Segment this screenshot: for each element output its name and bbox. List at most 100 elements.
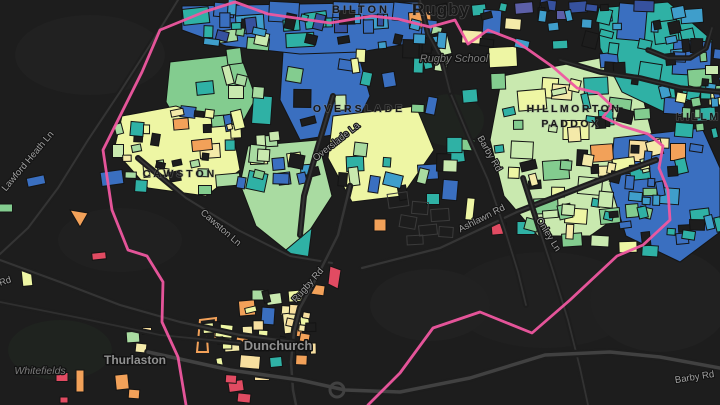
choropleth-parcel[interactable] — [134, 342, 148, 354]
choropleth-parcel[interactable] — [224, 374, 238, 384]
choropleth-parcel[interactable] — [127, 388, 141, 400]
choropleth-parcel[interactable] — [334, 94, 347, 111]
choropleth-parcel[interactable] — [624, 203, 640, 219]
choropleth-parcel[interactable] — [618, 220, 633, 230]
choropleth-parcel[interactable] — [667, 19, 683, 36]
choropleth-parcel[interactable] — [627, 190, 644, 203]
choropleth-parcel[interactable] — [667, 165, 679, 178]
choropleth-parcel[interactable] — [154, 160, 167, 171]
choropleth-parcel[interactable] — [252, 168, 266, 181]
choropleth-parcel[interactable] — [373, 218, 387, 232]
choropleth-parcel[interactable] — [197, 168, 210, 178]
choropleth-parcel[interactable] — [124, 171, 137, 179]
choropleth-parcel[interactable] — [296, 171, 308, 185]
choropleth-parcel[interactable] — [352, 141, 369, 158]
choropleth-parcel[interactable] — [224, 139, 236, 151]
choropleth-parcel[interactable] — [550, 86, 568, 97]
choropleth-parcel[interactable] — [412, 57, 424, 74]
choropleth-parcel[interactable] — [713, 216, 720, 233]
choropleth-parcel[interactable] — [244, 305, 258, 315]
road-line[interactable] — [419, 0, 451, 93]
choropleth-parcel[interactable] — [195, 80, 215, 96]
road-line[interactable] — [360, 158, 658, 270]
choropleth-parcel[interactable] — [547, 124, 559, 133]
choropleth-parcel[interactable] — [305, 322, 317, 333]
choropleth-parcel[interactable] — [122, 154, 132, 162]
choropleth-parcel[interactable] — [670, 4, 687, 21]
choropleth-parcel[interactable] — [114, 373, 130, 391]
choropleth-parcel[interactable] — [597, 190, 615, 209]
choropleth-parcel[interactable] — [551, 39, 569, 50]
choropleth-parcel[interactable] — [91, 251, 107, 261]
choropleth-parcel[interactable] — [190, 137, 214, 153]
choropleth-parcel[interactable] — [260, 306, 276, 326]
choropleth-parcel[interactable] — [566, 126, 582, 143]
choropleth-parcel[interactable] — [580, 92, 592, 111]
choropleth-parcel[interactable] — [256, 148, 271, 163]
choropleth-parcel[interactable] — [112, 144, 124, 158]
choropleth-parcel[interactable] — [652, 19, 662, 31]
road-line[interactable] — [647, 27, 713, 59]
choropleth-parcel[interactable] — [498, 2, 509, 13]
choropleth-parcel[interactable] — [203, 25, 214, 39]
choropleth-parcel[interactable] — [268, 355, 284, 369]
road-line[interactable] — [299, 95, 334, 236]
road-line[interactable] — [289, 184, 352, 405]
choropleth-parcel[interactable] — [507, 166, 520, 179]
choropleth-parcel[interactable] — [510, 140, 534, 160]
choropleth-parcel[interactable] — [234, 73, 248, 87]
choropleth-parcel[interactable] — [441, 178, 459, 202]
choropleth-parcel[interactable] — [673, 121, 695, 139]
choropleth-parcel[interactable] — [641, 244, 659, 258]
road-line[interactable] — [0, 0, 179, 255]
choropleth-parcel[interactable] — [705, 65, 719, 75]
choropleth-parcel[interactable] — [228, 85, 244, 99]
choropleth-parcel[interactable] — [133, 135, 144, 143]
choropleth-parcel[interactable] — [703, 213, 716, 231]
choropleth-parcel[interactable] — [75, 369, 85, 393]
choropleth-parcel[interactable] — [519, 158, 538, 173]
choropleth-parcel[interactable] — [681, 106, 692, 119]
choropleth-parcel[interactable] — [681, 229, 697, 241]
choropleth-parcel[interactable] — [636, 205, 649, 220]
choropleth-parcel[interactable] — [299, 115, 317, 127]
choropleth-parcel[interactable] — [272, 172, 290, 185]
choropleth-polygon[interactable] — [69, 209, 89, 228]
choropleth-parcel[interactable] — [251, 85, 265, 100]
choropleth-parcel[interactable] — [565, 223, 575, 240]
choropleth-parcel[interactable] — [412, 33, 427, 45]
choropleth-parcel[interactable] — [130, 143, 143, 154]
choropleth-parcel[interactable] — [694, 108, 701, 119]
choropleth-parcel[interactable] — [612, 22, 622, 31]
choropleth-parcel[interactable] — [301, 311, 312, 320]
choropleth-parcel[interactable] — [285, 65, 304, 84]
choropleth-parcel[interactable] — [598, 28, 615, 40]
choropleth-parcel[interactable] — [55, 372, 69, 382]
choropleth-parcel[interactable] — [142, 124, 151, 135]
choropleth-parcel[interactable] — [664, 34, 678, 45]
choropleth-parcel[interactable] — [654, 180, 666, 197]
choropleth-parcel[interactable] — [350, 57, 361, 74]
choropleth-parcel[interactable] — [252, 320, 264, 331]
choropleth-parcel[interactable] — [298, 324, 306, 333]
choropleth-parcel[interactable] — [426, 193, 440, 205]
choropleth-parcel[interactable] — [359, 70, 374, 87]
choropleth-parcel[interactable] — [25, 174, 47, 188]
choropleth-parcel[interactable] — [710, 127, 720, 140]
choropleth-parcel[interactable] — [271, 156, 286, 171]
choropleth-parcel[interactable] — [221, 64, 235, 86]
choropleth-parcel[interactable] — [268, 130, 281, 142]
choropleth-parcel[interactable] — [202, 37, 221, 47]
choropleth-parcel[interactable] — [541, 209, 559, 220]
choropleth-parcel[interactable] — [501, 105, 517, 118]
choropleth-parcel[interactable] — [516, 88, 548, 112]
choropleth-parcel[interactable] — [641, 196, 651, 206]
choropleth-parcel[interactable] — [464, 197, 476, 221]
choropleth-parcel[interactable] — [230, 21, 242, 31]
choropleth-parcel[interactable] — [504, 17, 522, 31]
choropleth-parcel[interactable] — [461, 88, 479, 104]
choropleth-parcel[interactable] — [287, 152, 306, 170]
choropleth-parcel[interactable] — [674, 91, 688, 104]
choropleth-parcel[interactable] — [201, 152, 210, 162]
choropleth-parcel[interactable] — [261, 289, 272, 304]
